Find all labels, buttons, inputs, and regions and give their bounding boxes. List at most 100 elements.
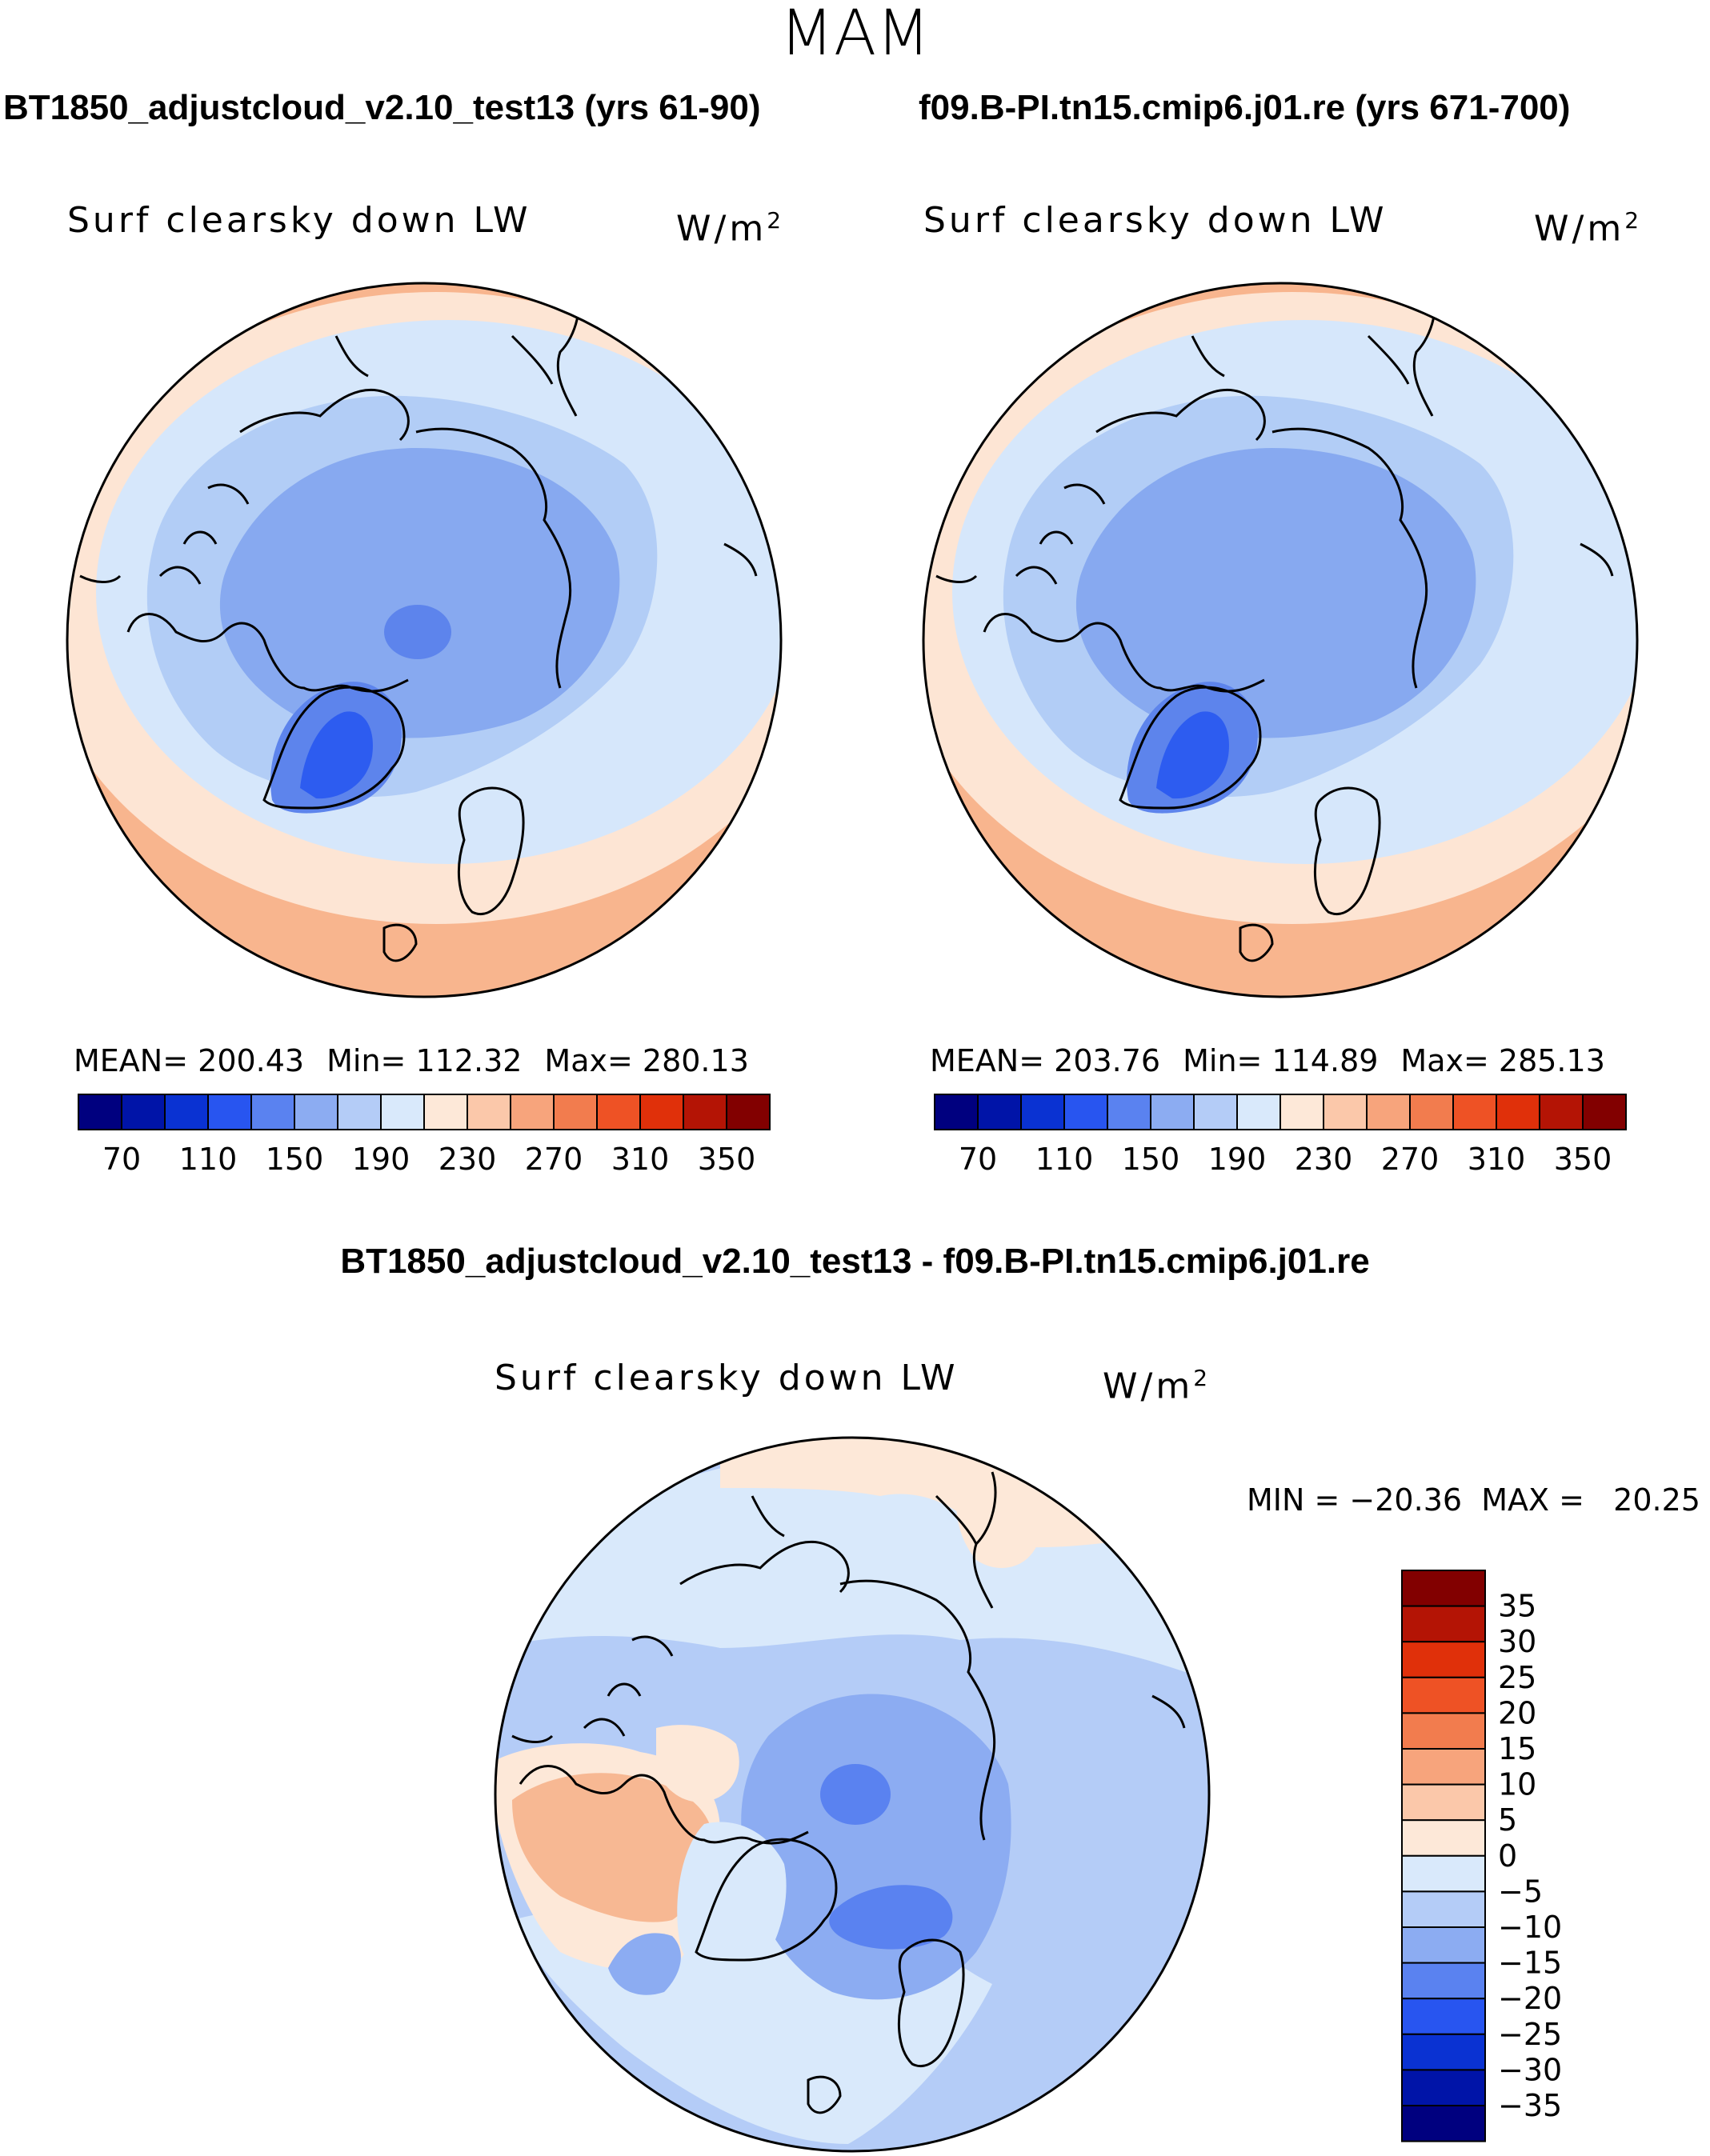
diff-colorbar-tick-label: −20 [1498, 1981, 1562, 2016]
page-title: MAM [779, 0, 931, 70]
panel2-colorbar: 70 110 150 190 230 270 310 350 [934, 1094, 1627, 1177]
panel2-colorbar-swatch-12 [1452, 1094, 1497, 1130]
diff-colorbar-swatch-11 [1401, 1962, 1486, 2000]
diff-unit-label: W/m2 [1103, 1365, 1211, 1407]
diff-colorbar-tick-label: −35 [1498, 2088, 1562, 2123]
panel1-colorbar-tick-label: 110 [179, 1142, 238, 1177]
panel2-colorbar-swatch-0 [934, 1094, 979, 1130]
diff-colorbar-swatch-6 [1401, 1783, 1486, 1822]
panel1-colorbar: 70 110 150 190 230 270 310 350 [78, 1094, 771, 1177]
diff-colorbar-swatch-4 [1401, 1712, 1486, 1750]
panel1-colorbar-swatch-8 [423, 1094, 468, 1130]
panel1-colorbar-swatch-3 [207, 1094, 252, 1130]
panel1-polar-map [67, 283, 781, 997]
panel1-colorbar-tick-label: 350 [698, 1142, 756, 1177]
panel1-variable-label: Surf clearsky down LW [67, 200, 531, 241]
diff-colorbar-swatch-9 [1401, 1890, 1486, 1928]
diff-colorbar-tick-label: 35 [1498, 1589, 1536, 1624]
diff-colorbar-swatch-3 [1401, 1676, 1486, 1714]
panel1-colorbar-swatch-6 [337, 1094, 382, 1130]
panel2-min: Min= 114.89 [1183, 1043, 1379, 1078]
panel1-max: Max= 280.13 [544, 1043, 749, 1078]
diff-variable-label: Surf clearsky down LW [495, 1358, 959, 1398]
panel2-colorbar-swatch-9 [1323, 1094, 1368, 1130]
diff-colorbar-tick-label: 25 [1498, 1660, 1536, 1695]
diff-colorbar-tick-label: −25 [1498, 2017, 1562, 2052]
diff-colorbar-swatch-7 [1401, 1819, 1486, 1857]
panel2-colorbar-swatch-8 [1279, 1094, 1324, 1130]
panel1-colorbar-swatch-9 [467, 1094, 511, 1130]
panel1-colorbar-swatch-1 [121, 1094, 166, 1130]
panel1-colorbar-swatch-5 [294, 1094, 338, 1130]
diff-colorbar-tick-label: 0 [1498, 1838, 1517, 1874]
diff-colorbar-tick-label: −15 [1498, 1946, 1562, 1981]
diff-colorbar-tick-label: 15 [1498, 1731, 1536, 1766]
panel2-colorbar-tick-label: 70 [959, 1142, 997, 1177]
panel1-colorbar-swatch-12 [596, 1094, 641, 1130]
panel1-stats: MEAN= 200.43 Min= 112.32 Max= 280.13 [74, 1042, 771, 1079]
panel2-coastlines [935, 283, 1614, 962]
panel2-colorbar-tick-label: 230 [1295, 1142, 1353, 1177]
panel1-colorbar-swatch-10 [510, 1094, 555, 1130]
panel1-min: Min= 112.32 [326, 1043, 523, 1078]
panel1-colorbar-tick-label: 150 [266, 1142, 324, 1177]
diff-colorbar-swatch-10 [1401, 1926, 1486, 1964]
diff-colorbar-tick-label: 10 [1498, 1767, 1536, 1802]
diff-coastlines [511, 1471, 1186, 2114]
panel1-colorbar-swatch-14 [683, 1094, 727, 1130]
diff-colorbar-tick-label: −30 [1498, 2052, 1562, 2087]
panel1-mean: MEAN= 200.43 [74, 1043, 305, 1078]
panel1-colorbar-swatch-13 [639, 1094, 684, 1130]
diff-polar-map [495, 1438, 1209, 2151]
diff-colorbar-swatch-1 [1401, 1605, 1486, 1643]
panel2-colorbar-swatch-4 [1107, 1094, 1151, 1130]
panel2-colorbar-tick-label: 150 [1122, 1142, 1180, 1177]
diff-map-border [494, 1436, 1211, 2153]
panel2-colorbar-tick-label: 190 [1208, 1142, 1267, 1177]
diff-colorbar-tick-label: 30 [1498, 1624, 1536, 1659]
panel1-colorbar-swatch-15 [726, 1094, 771, 1130]
panel1-colorbar-tick-label: 70 [102, 1142, 141, 1177]
panel1-map-border [66, 282, 783, 998]
diff-colorbar-swatch-0 [1401, 1570, 1486, 1607]
diff-colorbar-swatch-13 [1401, 2033, 1486, 2071]
diff-colorbar-swatch-15 [1401, 2105, 1486, 2142]
panel2-colorbar-tick-label: 270 [1381, 1142, 1440, 1177]
diff-colorbar-tick-label: 20 [1498, 1695, 1536, 1730]
panel2-map-border [922, 282, 1639, 998]
panel2-colorbar-swatch-7 [1236, 1094, 1281, 1130]
panel2-polar-map [923, 283, 1637, 997]
diff-colorbar-tick-label: −10 [1498, 1910, 1562, 1945]
panel1-colorbar-tick-label: 310 [611, 1142, 670, 1177]
panel2-colorbar-swatch-6 [1193, 1094, 1238, 1130]
panel2-unit-label: W/m2 [1534, 207, 1643, 250]
panel1-case-title: BT1850_adjustcloud_v2.10_test13 (yrs 61-… [3, 88, 761, 127]
panel2-colorbar-tick-label: 110 [1035, 1142, 1094, 1177]
panel1-colorbar-swatch-2 [164, 1094, 209, 1130]
diff-colorbar-tick-label: −5 [1498, 1874, 1543, 1909]
panel2-mean: MEAN= 203.76 [930, 1043, 1161, 1078]
panel2-max: Max= 285.13 [1400, 1043, 1605, 1078]
panel2-colorbar-swatch-10 [1366, 1094, 1411, 1130]
diff-colorbar-swatch-8 [1401, 1854, 1486, 1893]
panel2-stats: MEAN= 203.76 Min= 114.89 Max= 285.13 [930, 1042, 1628, 1079]
panel1-colorbar-swatch-0 [78, 1094, 122, 1130]
diff-colorbar-swatch-14 [1401, 2069, 1486, 2106]
panel2-colorbar-swatch-13 [1496, 1094, 1540, 1130]
panel1-colorbar-tick-label: 190 [352, 1142, 410, 1177]
panel1-colorbar-tick-label: 270 [525, 1142, 583, 1177]
panel2-colorbar-swatch-15 [1582, 1094, 1627, 1130]
panel1-colorbar-swatch-11 [553, 1094, 598, 1130]
panel2-colorbar-swatch-3 [1063, 1094, 1108, 1130]
diff-colorbar-swatch-12 [1401, 1998, 1486, 2035]
panel1-colorbar-swatch-7 [380, 1094, 425, 1130]
panel2-colorbar-swatch-1 [977, 1094, 1022, 1130]
diff-colorbar-swatch-2 [1401, 1641, 1486, 1678]
panel2-colorbar-swatch-14 [1539, 1094, 1584, 1130]
panel2-colorbar-tick-label: 310 [1468, 1142, 1526, 1177]
panel2-colorbar-tick-label: 350 [1554, 1142, 1612, 1177]
diff-colorbar-tick-label: 5 [1498, 1802, 1517, 1838]
panel1-colorbar-swatch-4 [250, 1094, 295, 1130]
